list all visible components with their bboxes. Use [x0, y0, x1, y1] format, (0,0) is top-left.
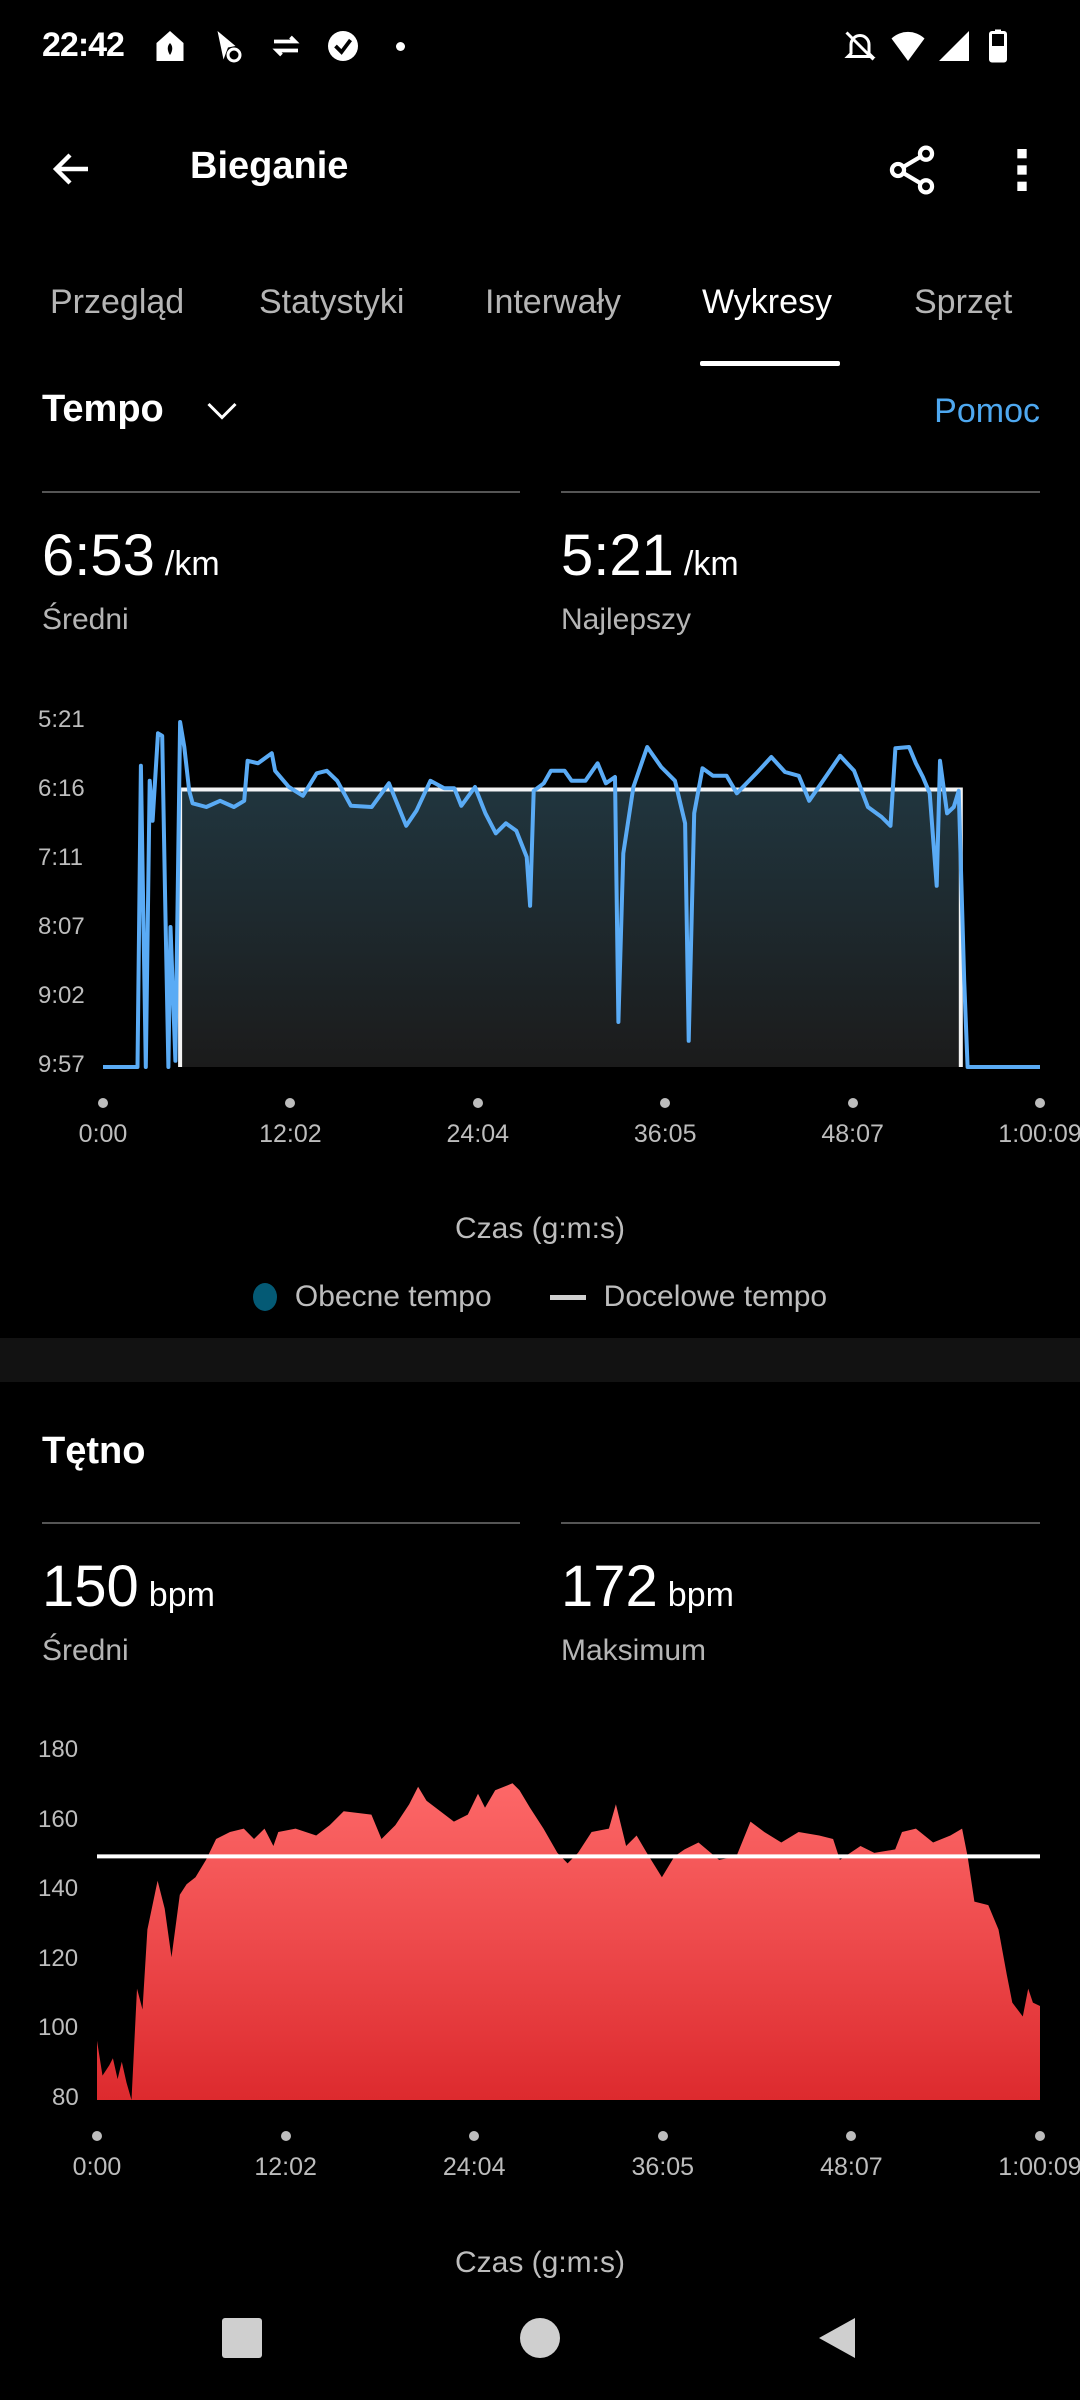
- active-tab-indicator: [700, 361, 840, 366]
- wifi-icon: [891, 31, 925, 61]
- x-tick-dot: [847, 1098, 858, 1108]
- y-tick-label: 7:11: [38, 844, 83, 871]
- stat-unit: bpm: [667, 1576, 734, 1614]
- y-tick-label: 140: [38, 1875, 79, 1902]
- stat-value: 6:53: [42, 523, 155, 588]
- share-button[interactable]: [884, 142, 940, 198]
- legend-label: Obecne tempo: [294, 1280, 492, 1313]
- status-time: 22:42: [42, 26, 125, 64]
- x-tick-label: 12:02: [259, 1120, 322, 1148]
- heart-rate-area: [97, 1783, 1040, 2100]
- section-separator: [0, 1338, 1080, 1382]
- home-app-icon: [156, 31, 184, 61]
- x-tick-dot: [657, 2131, 668, 2141]
- y-tick-label: 180: [38, 1736, 79, 1763]
- y-tick-label: 160: [38, 1806, 79, 1833]
- battery-icon: [989, 29, 1007, 63]
- tab-sprzet[interactable]: Sprzęt: [914, 283, 1013, 321]
- x-tick-label: 36:05: [631, 2153, 695, 2181]
- stat-value: 172: [561, 1554, 658, 1619]
- stat-label: Średni: [42, 1634, 129, 1667]
- x-tick-dot: [98, 1098, 108, 1108]
- bell-off-icon: [844, 31, 876, 61]
- x-tick-dot: [1035, 2131, 1045, 2141]
- x-tick-label: 12:02: [254, 2153, 317, 2181]
- route-app-icon: [217, 31, 242, 63]
- stat-unit: /km: [164, 545, 220, 583]
- stat-label: Maksimum: [561, 1634, 707, 1667]
- chart-legend: Obecne tempo Docelowe tempo: [0, 1280, 1080, 1314]
- stat-unit: bpm: [148, 1576, 215, 1614]
- x-tick-label: 36:05: [633, 1120, 697, 1148]
- y-tick-label: 9:57: [38, 1051, 85, 1078]
- check-circle-icon: [328, 31, 358, 61]
- best-pace-stat: 5:21/km: [561, 522, 739, 589]
- avg-hr-stat: 150 bpm: [42, 1553, 215, 1620]
- y-tick-label: 100: [38, 2014, 79, 2041]
- x-tick-label: 0:00: [72, 2153, 122, 2181]
- system-nav-bar: [0, 2280, 1080, 2400]
- x-tick-dot: [1035, 1098, 1045, 1108]
- x-tick-dot: [280, 2131, 291, 2141]
- y-tick-label: 8:07: [38, 913, 85, 940]
- target-area: [180, 789, 961, 1067]
- x-tick-label: 1:00:09: [998, 1120, 1080, 1148]
- x-tick-dot: [285, 1098, 296, 1108]
- signal-icon: [939, 31, 969, 61]
- section-title: Tętno: [42, 1430, 146, 1472]
- back-nav-button[interactable]: [816, 2316, 858, 2360]
- x-axis-title: Czas (g:m:s): [454, 2246, 625, 2279]
- current-pace-line: [103, 720, 1040, 1069]
- legend-swatch-target: [549, 1294, 586, 1300]
- y-tick-label: 9:02: [38, 982, 85, 1009]
- x-tick-dot: [472, 1098, 483, 1108]
- tab-wykresy[interactable]: Wykresy: [702, 283, 833, 321]
- y-tick-label: 120: [38, 1945, 79, 1972]
- avg-pace-stat: 6:53/km: [42, 522, 220, 589]
- tab-interwaly[interactable]: Interwały: [485, 283, 622, 321]
- recents-button[interactable]: [222, 2318, 262, 2358]
- stat-value: 150: [42, 1554, 139, 1619]
- x-tick-label: 48:07: [820, 2153, 883, 2181]
- metric-selector[interactable]: Tempo: [42, 388, 240, 431]
- legend-swatch-current: [252, 1283, 277, 1311]
- metric-selector-label: Tempo: [42, 388, 164, 430]
- stat-label: Najlepszy: [561, 603, 692, 636]
- x-tick-label: 48:07: [821, 1120, 884, 1148]
- x-tick-dot: [660, 1098, 671, 1108]
- more-options-button[interactable]: [1000, 142, 1044, 198]
- x-tick-label: 1:00:09: [998, 2153, 1080, 2181]
- chevron-down-icon: [207, 402, 237, 420]
- stat-unit: /km: [683, 545, 739, 583]
- divider: [561, 491, 1040, 493]
- stat-label: Średni: [42, 603, 129, 636]
- home-button[interactable]: [520, 2318, 560, 2358]
- back-button[interactable]: [48, 145, 96, 193]
- x-tick-label: 24:04: [442, 2153, 506, 2181]
- x-tick-dot: [92, 2131, 102, 2141]
- divider: [561, 1522, 1040, 1524]
- tab-statystyki[interactable]: Statystyki: [259, 283, 405, 321]
- y-tick-label: 5:21: [38, 706, 85, 733]
- pace-chart: [103, 720, 1040, 1069]
- x-tick-dot: [469, 2131, 480, 2141]
- stat-value: 5:21: [561, 523, 674, 588]
- y-tick-label: 80: [52, 2084, 79, 2111]
- x-tick-dot: [846, 2131, 857, 2141]
- legend-label: Docelowe tempo: [603, 1280, 828, 1313]
- max-hr-stat: 172 bpm: [561, 1553, 734, 1620]
- x-axis-title: Czas (g:m:s): [454, 1212, 625, 1245]
- notification-dot-icon: [396, 42, 405, 51]
- help-link[interactable]: Pomoc: [934, 392, 1040, 430]
- divider: [42, 491, 520, 493]
- y-tick-label: 6:16: [38, 775, 85, 802]
- tab-przeglad[interactable]: Przegląd: [50, 283, 185, 321]
- page-title: Bieganie: [190, 145, 349, 187]
- sync-icon: [272, 35, 300, 57]
- x-tick-label: 0:00: [78, 1120, 128, 1148]
- heart-rate-chart: [97, 1783, 1040, 2100]
- divider: [42, 1522, 520, 1524]
- x-tick-label: 24:04: [446, 1120, 510, 1148]
